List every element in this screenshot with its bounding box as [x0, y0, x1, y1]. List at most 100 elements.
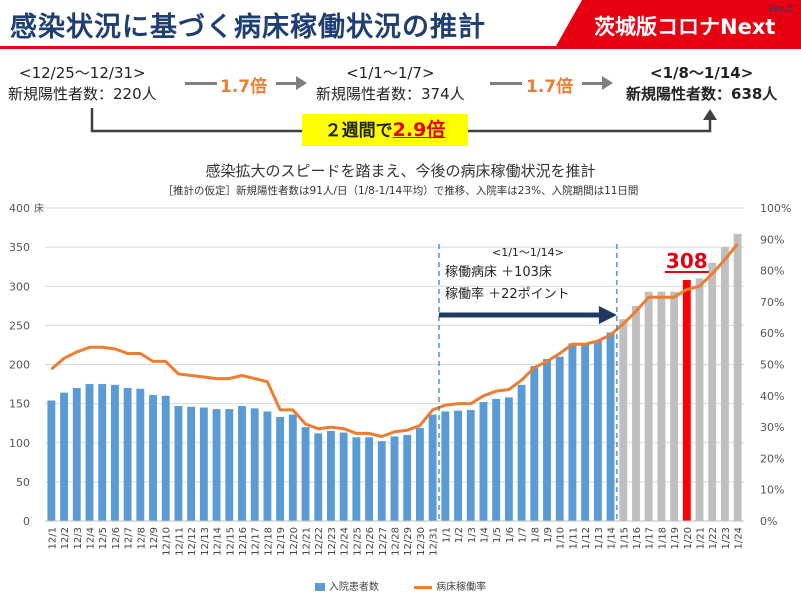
bar [670, 291, 679, 521]
x-tick-label: 1/13 [594, 527, 605, 549]
x-tick-label: 1/1 [441, 527, 452, 543]
two-week-summary: ２週間で2.9倍 [302, 114, 468, 146]
x-tick-label: 12/20 [289, 527, 300, 556]
x-tick-label: 12/23 [327, 527, 338, 556]
bar [390, 436, 399, 521]
bar [517, 384, 526, 521]
bar [543, 359, 551, 521]
legend-label-rate: 病床稼働率 [436, 582, 487, 593]
bar [238, 405, 246, 521]
bar [60, 392, 69, 521]
period-2-count: 新規陽性者数：374人 [316, 85, 465, 103]
period-1-range: <12/25〜12/31> [19, 64, 146, 82]
x-tick-label: 1/4 [479, 527, 490, 543]
bar [632, 305, 640, 521]
bar [301, 427, 310, 521]
x-tick-label: 12/17 [251, 527, 262, 556]
x-tick-label: 1/20 [683, 527, 694, 549]
bar [415, 427, 424, 521]
arrow-1-right [276, 82, 296, 85]
bar [314, 433, 323, 521]
bar [530, 366, 539, 521]
summary-prefix: ２週間で [324, 121, 393, 141]
x-tick-label: 12/25 [352, 527, 363, 556]
bar [377, 441, 386, 521]
arrow-2-right [582, 82, 602, 85]
chart-title: 感染拡大のスピードを踏まえ、今後の病床稼働状況を推計 [205, 162, 596, 180]
bar [123, 387, 132, 521]
x-tick-label: 1/22 [708, 527, 719, 549]
x-tick-label: 1/18 [657, 527, 668, 549]
brand-name: 茨城版コロナNext [594, 15, 776, 39]
bar [250, 408, 259, 521]
period-1: <12/25〜12/31> 新規陽性者数：220人 [8, 62, 157, 104]
bar [187, 406, 196, 521]
annotation-beds: 稼働病床 ＋103床 [445, 265, 552, 280]
annotation-period: <1/1〜1/14> [492, 246, 564, 259]
period-2: <1/1〜1/7> 新規陽性者数：374人 [316, 62, 465, 104]
x-tick-label: 1/24 [734, 527, 745, 549]
bar [161, 395, 170, 521]
x-tick-label: 12/4 [85, 527, 96, 549]
x-tick-label: 1/19 [670, 527, 681, 549]
bar [581, 343, 590, 521]
x-tick-label: 1/6 [505, 527, 516, 543]
period-3-range: <1/8〜1/14> [650, 64, 754, 82]
x-tick-label: 12/18 [263, 527, 274, 556]
bar [454, 410, 462, 521]
bar [466, 409, 475, 521]
x-tick-label: 1/15 [619, 527, 630, 549]
highlight-label: 308 [666, 249, 708, 273]
bar [174, 405, 183, 521]
bar [593, 341, 602, 521]
ratio-1: 1.7倍 [220, 77, 268, 97]
bar [720, 247, 729, 521]
y-tick-label: 250 [9, 319, 30, 332]
arrow-1-left [185, 82, 217, 85]
x-tick-label: 12/3 [73, 527, 84, 549]
x-tick-label: 1/16 [632, 527, 643, 549]
x-tick-label: 12/21 [302, 527, 313, 556]
y2-tick-label: 20% [760, 452, 784, 465]
y2-tick-label: 90% [760, 233, 784, 246]
chart-legend: 入院患者数 病床稼働率 [0, 578, 801, 593]
bar [365, 437, 374, 521]
x-tick-label: 12/13 [200, 527, 211, 556]
x-tick-label: 12/1 [47, 527, 58, 549]
x-tick-label: 1/2 [454, 527, 465, 543]
bar [492, 398, 501, 521]
bar [288, 414, 297, 521]
bar [733, 233, 742, 521]
bar [149, 395, 157, 521]
bar [708, 262, 717, 521]
brand-version: Ver.2 [767, 4, 793, 15]
x-tick-label: 1/11 [568, 527, 579, 549]
x-tick-label: 12/15 [225, 527, 236, 556]
legend-swatch-line [414, 585, 433, 589]
x-tick-label: 1/9 [543, 527, 554, 543]
y-tick-label: 50 [16, 476, 30, 489]
y2-tick-label: 60% [760, 327, 784, 340]
bar [428, 414, 437, 521]
bar [619, 319, 628, 521]
y-axis-unit: 床 [34, 202, 44, 215]
x-tick-label: 1/5 [492, 527, 503, 543]
x-tick-label: 12/2 [60, 527, 71, 549]
x-tick-label: 12/26 [365, 527, 376, 556]
x-tick-label: 1/17 [645, 527, 656, 549]
y-tick-label: 400 [9, 202, 30, 215]
period-3-count: 新規陽性者数：638人 [626, 85, 778, 103]
x-tick-label: 12/9 [149, 527, 160, 549]
arrow-2-left [490, 82, 522, 85]
x-tick-label: 1/8 [530, 527, 541, 543]
summary-value: 2.9倍 [392, 119, 446, 141]
legend-item-patients: 入院患者数 [314, 578, 379, 593]
bar [327, 431, 335, 521]
bar [657, 291, 666, 521]
legend-item-rate: 病床稼働率 [414, 578, 486, 593]
brand-badge: 茨城版コロナNext Ver.2 [556, 0, 801, 46]
bar [568, 343, 577, 521]
x-tick-label: 1/14 [607, 527, 618, 549]
bar [225, 409, 234, 521]
